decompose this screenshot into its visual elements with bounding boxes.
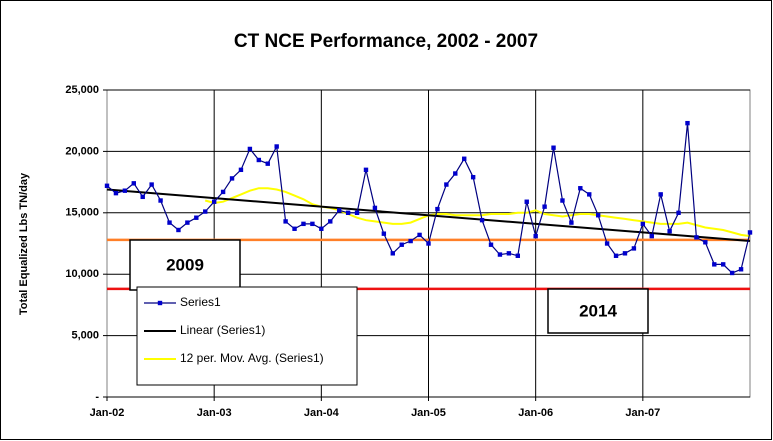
data-point	[140, 194, 145, 200]
data-point	[247, 146, 253, 152]
data-point	[113, 190, 119, 196]
data-point	[631, 246, 637, 251]
data-point	[345, 210, 351, 215]
data-point	[462, 156, 467, 161]
data-point	[131, 181, 136, 186]
data-point	[694, 235, 699, 240]
data-point	[604, 241, 610, 246]
data-point	[408, 238, 413, 244]
y-tick-label: 10,000	[65, 268, 99, 280]
legend-marker	[157, 300, 163, 306]
data-point	[328, 219, 333, 224]
data-point	[149, 182, 154, 187]
data-point	[399, 242, 404, 247]
data-point	[381, 231, 387, 236]
data-point	[363, 167, 369, 173]
reference-label: 2014	[579, 301, 617, 320]
data-point	[729, 270, 735, 276]
data-point	[497, 252, 503, 257]
data-point	[417, 232, 422, 238]
data-point	[158, 198, 163, 203]
series-line	[106, 188, 751, 242]
data-point	[310, 221, 315, 227]
data-point	[533, 233, 538, 239]
data-point	[488, 242, 494, 247]
data-point	[256, 157, 262, 163]
reference-label: 2009	[166, 255, 204, 274]
data-point	[551, 145, 556, 150]
data-point	[569, 220, 574, 225]
data-point	[426, 241, 431, 246]
data-point	[515, 253, 521, 258]
y-tick-label: 20,000	[65, 145, 99, 157]
y-tick-label: 25,000	[65, 84, 99, 96]
data-point	[712, 262, 717, 267]
data-point	[238, 167, 244, 173]
data-point	[685, 120, 690, 126]
data-point	[479, 217, 485, 223]
x-tick-label: Jan-07	[625, 407, 660, 419]
data-point	[470, 174, 476, 180]
data-point	[203, 209, 208, 214]
data-point	[122, 188, 128, 193]
data-point	[453, 171, 458, 176]
data-point	[578, 186, 583, 191]
data-point	[676, 210, 681, 215]
data-point	[301, 221, 306, 227]
data-point	[667, 229, 672, 234]
data-point	[506, 251, 512, 256]
data-point	[104, 183, 110, 188]
data-point	[560, 198, 565, 203]
data-point	[220, 189, 226, 195]
data-point	[703, 240, 708, 245]
legend-label: Linear (Series1)	[180, 323, 265, 337]
legend-label: Series1	[180, 295, 221, 309]
data-point	[622, 251, 628, 256]
x-tick-label: Jan-03	[197, 407, 232, 419]
data-point	[283, 219, 288, 224]
y-tick-label: 5,000	[71, 330, 99, 342]
data-point	[613, 253, 619, 258]
y-tick-label: -	[95, 391, 99, 403]
y-tick-label: 15,000	[65, 207, 99, 219]
data-point	[649, 233, 654, 239]
data-point	[292, 226, 297, 231]
data-point	[354, 210, 360, 215]
reference-label-box	[547, 288, 649, 334]
series-line	[204, 187, 751, 238]
data-point	[658, 192, 663, 197]
legend-label: 12 per. Mov. Avg. (Series1)	[180, 351, 324, 365]
data-point	[229, 176, 235, 181]
data-point	[435, 206, 440, 212]
data-point	[595, 213, 601, 218]
data-point	[336, 208, 342, 213]
x-tick-label: Jan-05	[411, 407, 446, 419]
data-point	[167, 220, 172, 225]
chart-title: CT NCE Performance, 2002 - 2007	[234, 31, 538, 52]
data-point	[721, 262, 726, 267]
data-point	[372, 205, 378, 211]
data-point	[747, 230, 753, 235]
x-tick-label: Jan-06	[518, 407, 553, 419]
data-point	[390, 251, 395, 256]
data-point	[185, 220, 190, 225]
data-point	[587, 192, 592, 197]
data-point	[274, 144, 279, 149]
data-point	[194, 215, 199, 220]
data-point	[640, 221, 646, 227]
x-tick-label: Jan-02	[90, 407, 125, 419]
data-point	[176, 227, 181, 233]
data-point	[211, 199, 217, 204]
x-tick-label: Jan-04	[304, 407, 340, 419]
data-point	[319, 226, 324, 231]
data-point	[542, 204, 547, 209]
y-axis-label: Total Equalized Lbs TN/day	[18, 172, 30, 315]
data-point	[265, 161, 270, 166]
data-point	[444, 182, 449, 187]
data-point	[738, 267, 744, 272]
data-point	[524, 199, 529, 204]
